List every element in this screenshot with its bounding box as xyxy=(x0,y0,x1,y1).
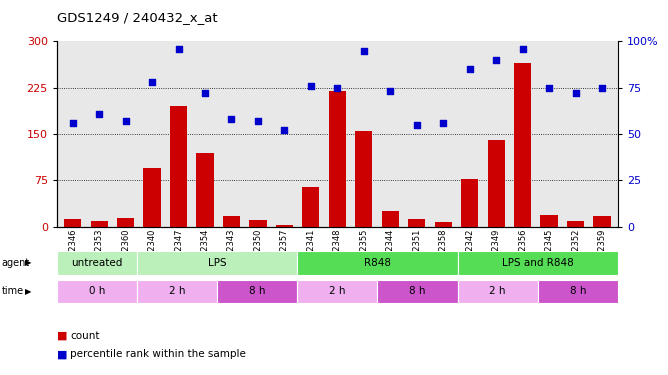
Bar xyxy=(435,222,452,227)
Text: untreated: untreated xyxy=(71,258,122,268)
Point xyxy=(94,111,104,117)
Text: count: count xyxy=(70,331,100,340)
Bar xyxy=(381,211,399,227)
Bar xyxy=(514,63,531,227)
Text: ▶: ▶ xyxy=(25,287,32,296)
Point xyxy=(597,85,607,91)
Text: LPS: LPS xyxy=(208,258,226,268)
Bar xyxy=(408,219,426,227)
Text: 8 h: 8 h xyxy=(570,286,586,296)
Text: R848: R848 xyxy=(364,258,391,268)
Text: time: time xyxy=(1,286,23,296)
Point xyxy=(491,57,502,63)
Point xyxy=(279,128,290,134)
Text: 8 h: 8 h xyxy=(409,286,426,296)
Bar xyxy=(488,140,505,227)
Bar xyxy=(223,216,240,227)
Bar xyxy=(57,280,137,303)
Point xyxy=(120,118,131,124)
Point xyxy=(570,90,581,96)
Bar xyxy=(249,220,267,227)
Bar xyxy=(64,219,81,227)
Point xyxy=(147,79,158,85)
Point xyxy=(253,118,263,124)
Point xyxy=(385,88,395,94)
Bar xyxy=(297,280,377,303)
Point xyxy=(544,85,554,91)
Bar xyxy=(137,280,217,303)
Point xyxy=(67,120,78,126)
Bar xyxy=(540,214,558,227)
Text: GDS1249 / 240432_x_at: GDS1249 / 240432_x_at xyxy=(57,11,217,24)
Text: ▶: ▶ xyxy=(25,258,32,267)
Bar xyxy=(461,178,478,227)
Bar xyxy=(297,251,458,274)
Bar xyxy=(117,218,134,227)
Bar xyxy=(458,280,538,303)
Bar xyxy=(144,168,161,227)
Bar xyxy=(276,225,293,227)
Point xyxy=(359,48,369,54)
Text: 2 h: 2 h xyxy=(169,286,185,296)
Point xyxy=(517,46,528,52)
Bar xyxy=(57,251,137,274)
Text: ■: ■ xyxy=(57,350,67,359)
Point xyxy=(173,46,184,52)
Bar xyxy=(538,280,618,303)
Text: 2 h: 2 h xyxy=(329,286,345,296)
Bar xyxy=(137,251,297,274)
Point xyxy=(200,90,210,96)
Bar xyxy=(329,91,346,227)
Point xyxy=(226,116,237,122)
Text: 0 h: 0 h xyxy=(89,286,105,296)
Bar xyxy=(196,153,214,227)
Bar xyxy=(593,216,611,227)
Bar xyxy=(217,280,297,303)
Text: LPS and R848: LPS and R848 xyxy=(502,258,574,268)
Text: ■: ■ xyxy=(57,331,67,340)
Bar xyxy=(377,280,458,303)
Text: 2 h: 2 h xyxy=(490,286,506,296)
Bar xyxy=(458,251,618,274)
Text: 8 h: 8 h xyxy=(249,286,265,296)
Bar xyxy=(302,187,319,227)
Point xyxy=(464,66,475,72)
Point xyxy=(332,85,343,91)
Bar xyxy=(170,106,187,227)
Bar xyxy=(355,131,373,227)
Point xyxy=(305,83,316,89)
Bar xyxy=(91,221,108,227)
Point xyxy=(411,122,422,128)
Point xyxy=(438,120,448,126)
Bar xyxy=(567,220,584,227)
Text: agent: agent xyxy=(1,258,29,268)
Text: percentile rank within the sample: percentile rank within the sample xyxy=(70,350,246,359)
